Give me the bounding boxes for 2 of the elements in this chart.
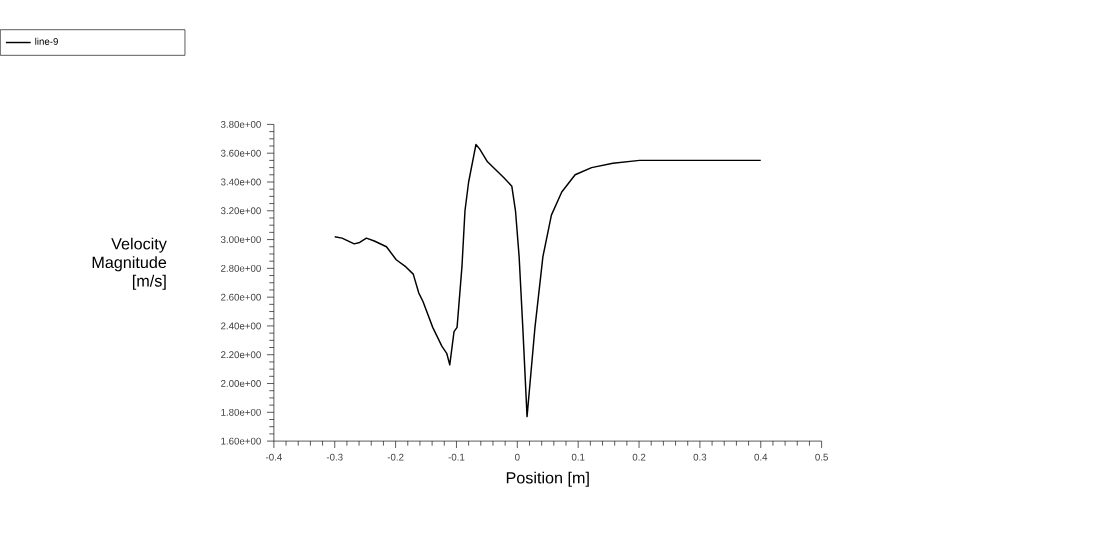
x-axis-title: Position [m] (506, 471, 589, 487)
y-axis-title: Velocity Magnitude [m/s] (92, 237, 167, 290)
